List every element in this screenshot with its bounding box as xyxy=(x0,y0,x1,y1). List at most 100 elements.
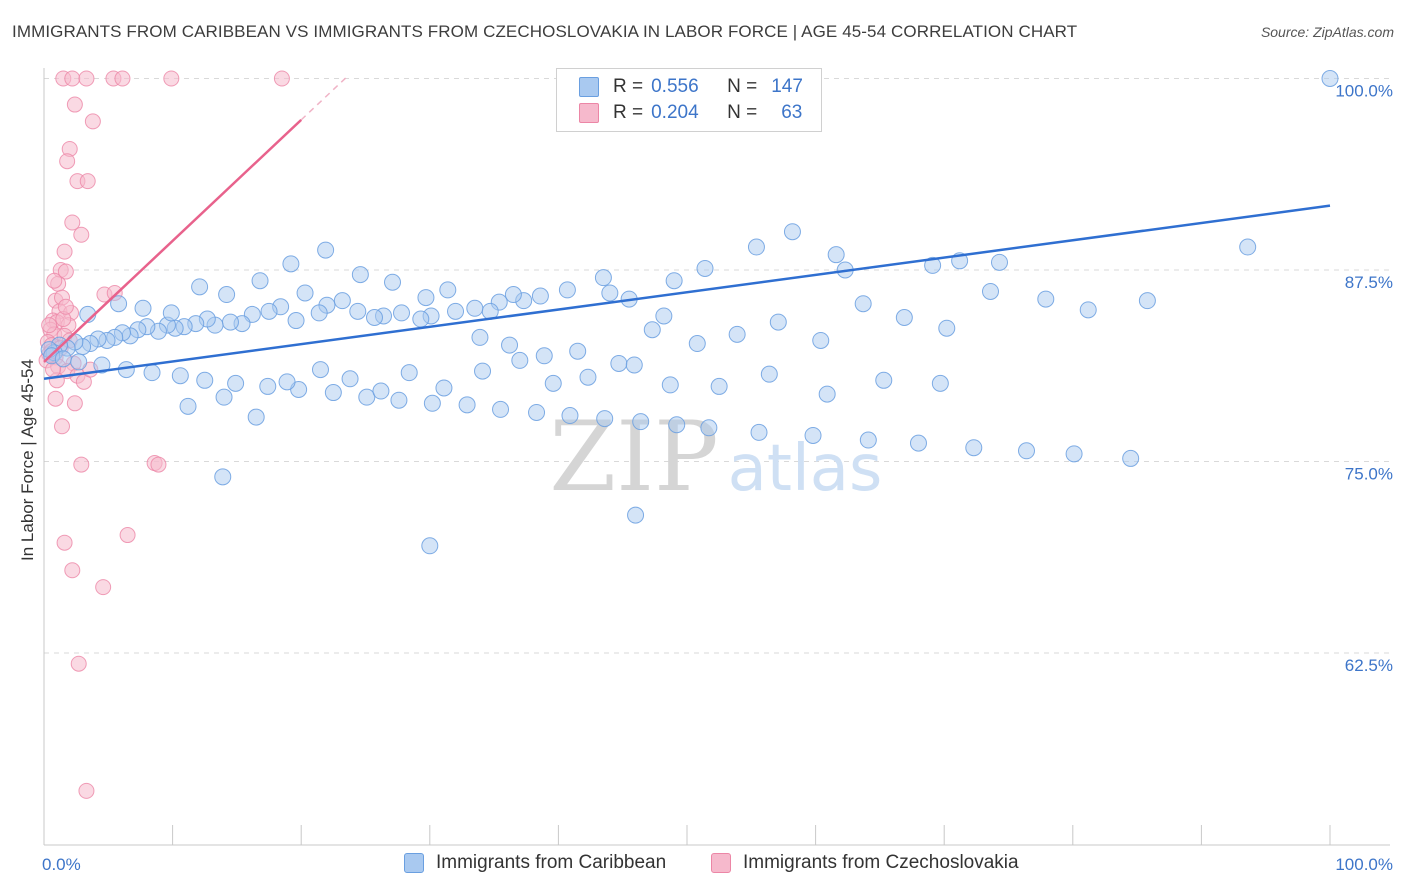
caribbean-point xyxy=(783,223,801,241)
czechoslovakia-point xyxy=(56,243,73,260)
caribbean-point xyxy=(531,287,549,305)
legend-label-caribbean: Immigrants from Caribbean xyxy=(436,852,667,873)
caribbean-point xyxy=(341,370,359,388)
caribbean-point xyxy=(54,350,72,368)
source-credit: Source: ZipAtlas.com xyxy=(1260,24,1394,40)
caribbean-point xyxy=(931,374,949,392)
caribbean-point xyxy=(214,468,232,486)
caribbean-point xyxy=(458,396,476,414)
caribbean-point xyxy=(528,403,546,421)
caribbean-point xyxy=(1138,292,1156,310)
caribbean-point xyxy=(287,312,305,330)
series-legend: Immigrants from Caribbean Immigrants fro… xyxy=(0,852,1406,878)
r-label: R = xyxy=(613,102,644,123)
y-axis-label: In Labor Force | Age 45-54 xyxy=(18,359,37,561)
caribbean-point xyxy=(421,537,439,555)
r-label: R = xyxy=(613,76,644,97)
caribbean-point xyxy=(447,302,465,320)
legend-label-czechoslovakia: Immigrants from Czechoslovakia xyxy=(743,852,1019,873)
y-tick-label: 100.0% xyxy=(1335,82,1393,101)
caribbean-point xyxy=(535,347,553,365)
caribbean-point xyxy=(259,377,277,395)
caribbean-point xyxy=(311,361,329,379)
caribbean-point xyxy=(750,423,768,441)
caribbean-point xyxy=(471,328,489,346)
caribbean-point xyxy=(435,379,453,397)
caribbean-point xyxy=(558,281,576,299)
caribbean-point xyxy=(990,253,1008,271)
czechoslovakia-point xyxy=(56,534,73,551)
czechoslovakia-point xyxy=(64,562,81,579)
caribbean-trend-line xyxy=(43,204,1331,381)
caribbean-point xyxy=(818,385,836,403)
caribbean-point xyxy=(366,308,384,326)
caribbean-legend-swatch xyxy=(404,853,424,873)
caribbean-point xyxy=(412,310,430,328)
caribbean-point xyxy=(1079,301,1097,319)
caribbean-point xyxy=(696,259,714,277)
caribbean-point xyxy=(278,373,296,391)
caribbean-point xyxy=(171,367,189,385)
caribbean-point xyxy=(561,407,579,425)
n-value: 147 xyxy=(771,76,803,97)
caribbean-point xyxy=(981,282,999,300)
r-value: 0.556 xyxy=(651,76,699,97)
caribbean-point xyxy=(247,408,265,426)
caribbean-point xyxy=(596,410,614,428)
czechoslovakia-point xyxy=(54,418,71,435)
caribbean-point xyxy=(661,376,679,394)
x-tick-label-max: 100.0% xyxy=(1335,855,1393,874)
czechoslovakia-point xyxy=(95,579,112,596)
caribbean-point xyxy=(317,241,335,259)
trend-lines xyxy=(43,75,1331,381)
caribbean-point xyxy=(804,426,822,444)
caribbean-point xyxy=(1065,445,1083,463)
caribbean-point xyxy=(668,416,686,434)
czechoslovakia-point xyxy=(59,153,76,170)
caribbean-point xyxy=(423,394,441,412)
caribbean-point xyxy=(358,388,376,406)
caribbean-point xyxy=(965,439,983,457)
caribbean-point xyxy=(665,272,683,290)
caribbean-point xyxy=(579,368,597,386)
caribbean-point xyxy=(710,377,728,395)
czechoslovakia-trend-line xyxy=(43,118,303,363)
caribbean-point xyxy=(728,325,746,343)
caribbean-point xyxy=(349,302,367,320)
caribbean-point xyxy=(162,304,180,322)
caribbean-point xyxy=(110,295,128,313)
caribbean-point xyxy=(688,335,706,353)
series-czechoslovakia-points xyxy=(38,70,290,799)
czechoslovakia-point xyxy=(70,655,87,672)
n-label: N = xyxy=(727,102,758,123)
chart-title: IMMIGRANTS FROM CARIBBEAN VS IMMIGRANTS … xyxy=(12,22,1078,41)
caribbean-point xyxy=(251,272,269,290)
czechoslovakia-point xyxy=(73,456,90,473)
caribbean-point xyxy=(938,319,956,337)
caribbean-point xyxy=(296,284,314,302)
czechoslovakia-point xyxy=(66,395,83,412)
caribbean-point xyxy=(859,431,877,449)
caribbean-point xyxy=(227,374,245,392)
caribbean-point xyxy=(179,397,197,415)
x-tick-label-min: 0.0% xyxy=(42,855,81,874)
caribbean-point xyxy=(417,289,435,307)
caribbean-point xyxy=(700,419,718,437)
caribbean-point xyxy=(569,342,587,360)
y-tick-label: 75.0% xyxy=(1345,465,1393,484)
caribbean-point xyxy=(143,364,161,382)
caribbean-point xyxy=(191,278,209,296)
y-tick-label: 87.5% xyxy=(1345,273,1393,292)
caribbean-point xyxy=(854,295,872,313)
legend-item-czechoslovakia: Immigrants from Czechoslovakia xyxy=(711,852,1019,874)
caribbean-point xyxy=(384,273,402,291)
caribbean-point xyxy=(310,304,328,322)
caribbean-point xyxy=(372,382,390,400)
n-value: 63 xyxy=(781,102,803,123)
caribbean-point xyxy=(1037,290,1055,308)
caribbean-point xyxy=(218,286,236,304)
caribbean-point xyxy=(400,364,418,382)
caribbean-point xyxy=(134,299,152,317)
n-label: N = xyxy=(727,76,758,97)
